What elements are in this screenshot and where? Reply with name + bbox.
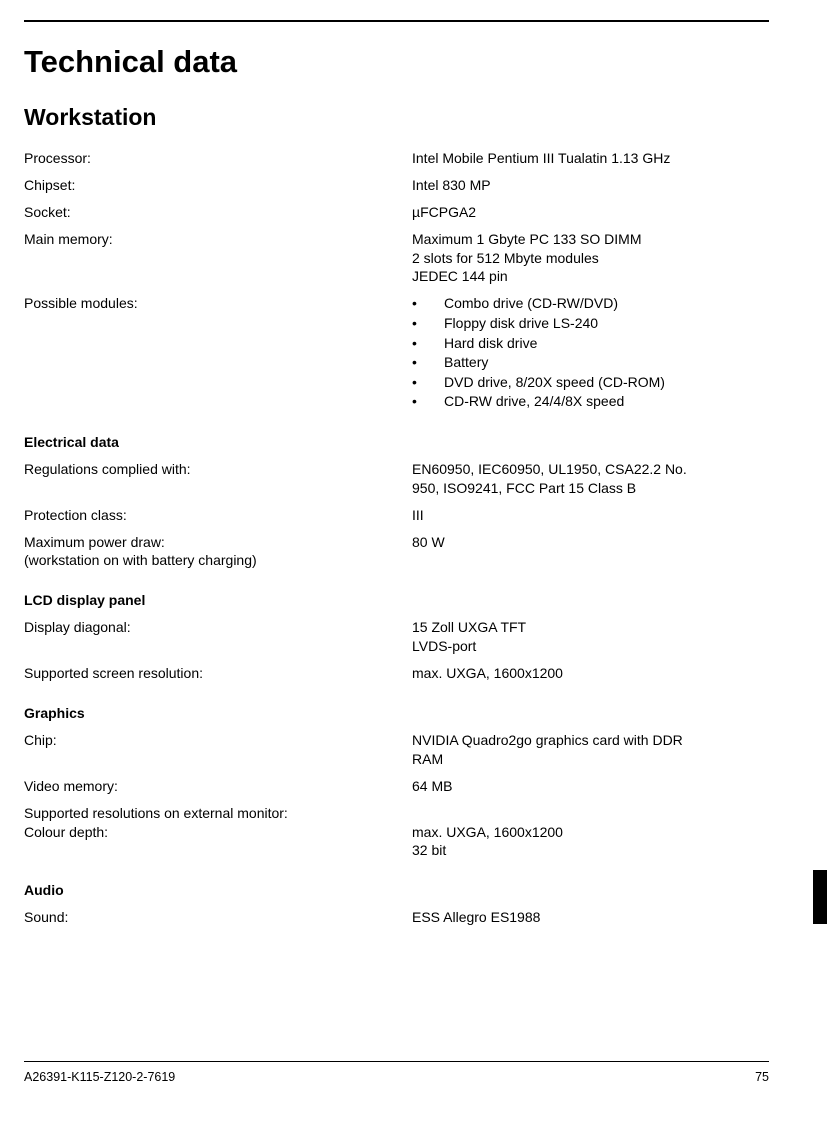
spec-row: Main memory: Maximum 1 Gbyte PC 133 SO D… [24,230,769,287]
section-subtitle: Workstation [24,104,769,131]
spec-label-line: Supported resolutions on external monito… [24,804,412,823]
section-heading: Audio [24,882,769,898]
spec-value-line: Maximum 1 Gbyte PC 133 SO DIMM [412,230,769,249]
list-item: Hard disk drive [412,334,769,354]
spec-row: Socket: µFCPGA2 [24,203,769,222]
spec-value: max. UXGA, 1600x1200 [412,664,769,683]
modules-list: Combo drive (CD-RW/DVD) Floppy disk driv… [412,294,769,412]
spec-label: Supported screen resolution: [24,664,412,683]
spec-row: Processor: Intel Mobile Pentium III Tual… [24,149,769,168]
spec-value-line [412,804,769,823]
spec-value-line: 950, ISO9241, FCC Part 15 Class B [412,479,769,498]
spec-label-line: (workstation on with battery charging) [24,551,412,570]
spec-label: Protection class: [24,506,412,525]
spec-label: Supported resolutions on external monito… [24,804,412,861]
spec-value-line: 32 bit [412,841,769,860]
spec-value: Maximum 1 Gbyte PC 133 SO DIMM 2 slots f… [412,230,769,287]
spec-value: µFCPGA2 [412,203,769,222]
spec-row: Possible modules: Combo drive (CD-RW/DVD… [24,294,769,412]
spec-row: Sound: ESS Allegro ES1988 [24,908,769,927]
spec-value-line: RAM [412,750,769,769]
thumb-tab [813,870,827,924]
list-item: Battery [412,353,769,373]
section-heading: Electrical data [24,434,769,450]
spec-row: Protection class: III [24,506,769,525]
spec-label: Chipset: [24,176,412,195]
spec-row: Video memory: 64 MB [24,777,769,796]
spec-value: 64 MB [412,777,769,796]
section-heading: Graphics [24,705,769,721]
spec-label-line: Colour depth: [24,823,412,842]
spec-value-line: LVDS-port [412,637,769,656]
spec-label: Display diagonal: [24,618,412,656]
spec-value-line: EN60950, IEC60950, UL1950, CSA22.2 No. [412,460,769,479]
spec-value: NVIDIA Quadro2go graphics card with DDR … [412,731,769,769]
spec-label: Regulations complied with: [24,460,412,498]
spec-label: Sound: [24,908,412,927]
spec-value: 80 W [412,533,769,571]
spec-value-line: NVIDIA Quadro2go graphics card with DDR [412,731,769,750]
spec-label: Video memory: [24,777,412,796]
list-item: CD-RW drive, 24/4/8X speed [412,392,769,412]
spec-row: Chipset: Intel 830 MP [24,176,769,195]
spec-label: Socket: [24,203,412,222]
spec-row: Display diagonal: 15 Zoll UXGA TFT LVDS-… [24,618,769,656]
spec-value-line: max. UXGA, 1600x1200 [412,823,769,842]
spec-value: Intel Mobile Pentium III Tualatin 1.13 G… [412,149,769,168]
spec-value: III [412,506,769,525]
spec-value-line: JEDEC 144 pin [412,267,769,286]
footer-page-number: 75 [755,1070,769,1084]
top-rule [24,20,769,22]
spec-value: Combo drive (CD-RW/DVD) Floppy disk driv… [412,294,769,412]
spec-label: Main memory: [24,230,412,287]
spec-value: EN60950, IEC60950, UL1950, CSA22.2 No. 9… [412,460,769,498]
spec-value-line: 15 Zoll UXGA TFT [412,618,769,637]
spec-label: Processor: [24,149,412,168]
spec-value: ESS Allegro ES1988 [412,908,769,927]
spec-row: Supported resolutions on external monito… [24,804,769,861]
spec-label: Possible modules: [24,294,412,412]
spec-value: max. UXGA, 1600x1200 32 bit [412,804,769,861]
spec-value: 15 Zoll UXGA TFT LVDS-port [412,618,769,656]
spec-row: Maximum power draw: (workstation on with… [24,533,769,571]
spec-label: Chip: [24,731,412,769]
spec-label-line: Maximum power draw: [24,533,412,552]
list-item: Combo drive (CD-RW/DVD) [412,294,769,314]
spec-row: Supported screen resolution: max. UXGA, … [24,664,769,683]
page-footer: A26391-K115-Z120-2-7619 75 [24,1061,769,1084]
spec-row: Chip: NVIDIA Quadro2go graphics card wit… [24,731,769,769]
spec-value: Intel 830 MP [412,176,769,195]
section-heading: LCD display panel [24,592,769,608]
footer-doc-id: A26391-K115-Z120-2-7619 [24,1070,175,1084]
list-item: Floppy disk drive LS-240 [412,314,769,334]
spec-row: Regulations complied with: EN60950, IEC6… [24,460,769,498]
list-item: DVD drive, 8/20X speed (CD-ROM) [412,373,769,393]
spec-value-line: 2 slots for 512 Mbyte modules [412,249,769,268]
page-title: Technical data [24,44,769,80]
spec-label: Maximum power draw: (workstation on with… [24,533,412,571]
